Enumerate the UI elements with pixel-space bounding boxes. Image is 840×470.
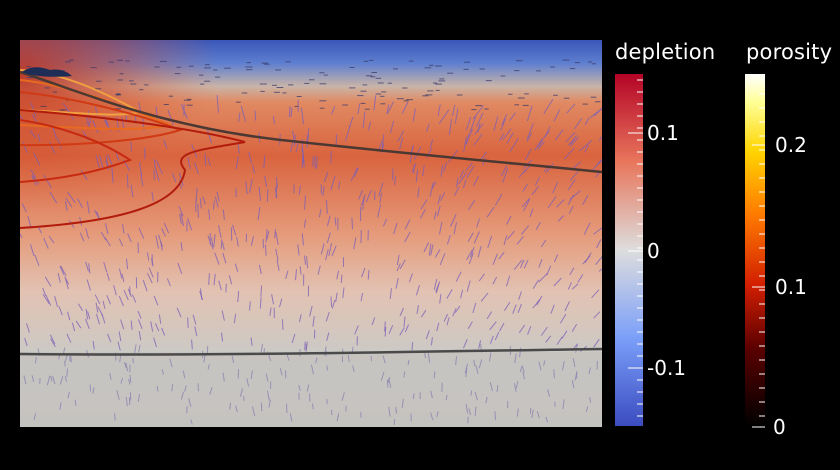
simulation-domain bbox=[20, 40, 602, 427]
porosity-colorbar bbox=[745, 74, 765, 428]
depletion-label-bottom: -0.1 bbox=[647, 356, 687, 380]
porosity-label-mid: 0.1 bbox=[775, 275, 807, 299]
upper-boundary-line bbox=[20, 70, 602, 174]
depletion-label-mid: 0 bbox=[647, 239, 660, 263]
depletion-colorbar-title: depletion bbox=[615, 40, 716, 64]
depletion-label-top: 0.1 bbox=[647, 121, 679, 145]
depletion-colorbar bbox=[615, 74, 643, 426]
porosity-colorbar-title: porosity bbox=[746, 40, 833, 64]
porosity-label-top: 0.2 bbox=[775, 133, 807, 157]
lower-boundary-line bbox=[20, 347, 602, 356]
porosity-label-bottom: 0 bbox=[773, 415, 786, 439]
